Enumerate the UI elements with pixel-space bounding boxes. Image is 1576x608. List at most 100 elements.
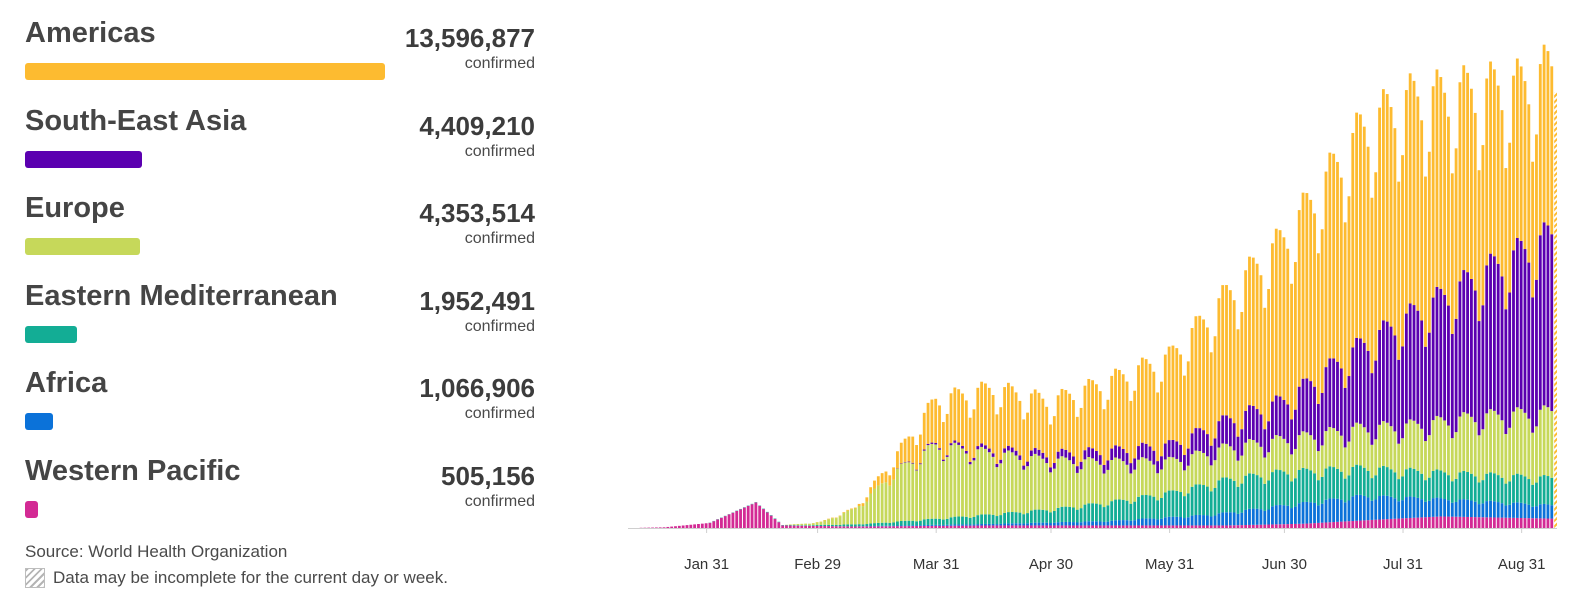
bar-segment-eastern-mediterranean[interactable] [934, 518, 938, 525]
bar-segment-south-east-asia[interactable] [1374, 360, 1378, 440]
bar-segment-americas[interactable] [1198, 315, 1202, 429]
bar-segment-eastern-mediterranean[interactable] [907, 520, 911, 526]
bar-segment-africa[interactable] [1523, 503, 1527, 519]
bar-segment-europe[interactable] [811, 523, 815, 526]
bar-segment-africa[interactable] [1263, 510, 1267, 525]
bar-segment-south-east-asia[interactable] [1006, 445, 1010, 451]
bar-segment-western-pacific[interactable] [731, 512, 735, 528]
bar-segment-western-pacific[interactable] [1489, 517, 1492, 528]
bar-segment-americas[interactable] [1106, 399, 1110, 461]
bar-segment-americas[interactable] [1003, 387, 1006, 449]
bar-segment-western-pacific[interactable] [1332, 522, 1336, 528]
bar-segment-eastern-mediterranean[interactable] [1381, 465, 1385, 496]
bar-segment-south-east-asia[interactable] [987, 448, 991, 453]
bar-segment-south-east-asia[interactable] [1492, 256, 1496, 411]
bar-segment-south-east-asia[interactable] [1523, 249, 1527, 413]
bar-segment-europe[interactable] [808, 523, 811, 526]
bar-segment-americas[interactable] [838, 515, 842, 517]
bar-segment-eastern-mediterranean[interactable] [888, 522, 892, 526]
bar-segment-europe[interactable] [804, 523, 808, 526]
bar-segment-eastern-mediterranean[interactable] [1095, 503, 1098, 522]
bar-segment-europe[interactable] [857, 506, 861, 525]
bar-segment-eastern-mediterranean[interactable] [896, 521, 899, 526]
bar-segment-western-pacific[interactable] [1473, 517, 1477, 528]
bar-segment-europe[interactable] [999, 463, 1003, 516]
bar-segment-western-pacific[interactable] [1320, 522, 1324, 528]
bar-segment-south-east-asia[interactable] [1175, 441, 1179, 459]
bar-segment-americas[interactable] [1052, 416, 1056, 463]
bar-segment-europe[interactable] [1519, 409, 1523, 475]
bar-segment-south-east-asia[interactable] [1412, 305, 1416, 421]
bar-segment-south-east-asia[interactable] [1225, 415, 1228, 444]
bar-segment-western-pacific[interactable] [1098, 525, 1102, 528]
bar-segment-western-pacific[interactable] [1236, 525, 1240, 528]
bar-segment-africa[interactable] [1293, 506, 1297, 524]
bar-segment-eastern-mediterranean[interactable] [961, 516, 964, 525]
bar-segment-south-east-asia[interactable] [1309, 381, 1313, 436]
bar-segment-eastern-mediterranean[interactable] [808, 525, 811, 526]
bar-segment-europe[interactable] [1033, 453, 1037, 510]
bar-segment-western-pacific[interactable] [1175, 525, 1179, 528]
bar-segment-western-pacific[interactable] [918, 525, 922, 528]
bar-segment-south-east-asia[interactable] [1347, 376, 1351, 442]
bar-segment-americas[interactable] [1313, 213, 1316, 387]
bar-segment-americas[interactable] [922, 412, 926, 450]
bar-segment-south-east-asia[interactable] [1485, 265, 1489, 414]
bar-segment-western-pacific[interactable] [1205, 525, 1209, 528]
bar-segment-western-pacific[interactable] [815, 525, 819, 528]
bar-segment-europe[interactable] [1041, 458, 1045, 510]
bar-segment-americas[interactable] [1072, 400, 1075, 457]
bar-segment-south-east-asia[interactable] [1469, 278, 1473, 417]
bar-segment-africa[interactable] [1171, 516, 1175, 526]
bar-segment-africa[interactable] [1033, 522, 1037, 526]
bar-segment-europe[interactable] [934, 444, 938, 519]
bar-segment-europe[interactable] [1313, 439, 1316, 474]
bar-segment-south-east-asia[interactable] [1546, 225, 1550, 408]
bar-segment-africa[interactable] [1003, 523, 1006, 526]
bar-segment-americas[interactable] [1477, 170, 1481, 322]
bar-segment-africa[interactable] [957, 524, 961, 526]
bar-segment-western-pacific[interactable] [1366, 520, 1370, 528]
bar-segment-western-pacific[interactable] [681, 525, 685, 528]
bar-segment-europe[interactable] [880, 483, 884, 523]
bar-segment-south-east-asia[interactable] [1236, 436, 1240, 461]
bar-segment-europe[interactable] [1183, 470, 1186, 497]
bar-segment-americas[interactable] [1049, 424, 1052, 468]
bar-segment-americas[interactable] [1286, 248, 1290, 405]
bar-segment-americas[interactable] [1320, 229, 1324, 393]
bar-segment-americas[interactable] [1397, 181, 1401, 360]
bar-segment-africa[interactable] [1412, 496, 1416, 518]
bar-segment-americas[interactable] [1458, 82, 1462, 282]
bar-segment-europe[interactable] [1052, 468, 1056, 511]
bar-segment-africa[interactable] [1424, 501, 1427, 518]
bar-segment-south-east-asia[interactable] [1114, 445, 1117, 458]
bar-segment-africa[interactable] [899, 525, 903, 527]
bar-segment-western-pacific[interactable] [1137, 525, 1140, 528]
bar-segment-south-east-asia[interactable] [1144, 443, 1148, 459]
bar-segment-africa[interactable] [1022, 523, 1026, 526]
bar-segment-eastern-mediterranean[interactable] [964, 516, 968, 525]
bar-segment-americas[interactable] [1167, 346, 1171, 441]
bar-segment-americas[interactable] [1171, 345, 1175, 440]
bar-segment-south-east-asia[interactable] [1336, 361, 1339, 431]
bar-segment-south-east-asia[interactable] [1550, 234, 1554, 412]
bar-segment-eastern-mediterranean[interactable] [1160, 497, 1163, 519]
bar-segment-americas[interactable] [1083, 385, 1087, 451]
bar-segment-south-east-asia[interactable] [1064, 449, 1068, 458]
bar-segment-africa[interactable] [1309, 502, 1313, 524]
bar-segment-europe[interactable] [1523, 412, 1527, 477]
bar-segment-eastern-mediterranean[interactable] [980, 514, 984, 524]
bar-segment-eastern-mediterranean[interactable] [838, 524, 842, 527]
bar-segment-americas[interactable] [1408, 73, 1412, 304]
bar-segment-western-pacific[interactable] [1550, 518, 1554, 528]
bar-segment-americas[interactable] [1041, 398, 1045, 453]
bar-segment-eastern-mediterranean[interactable] [1248, 473, 1251, 509]
bar-segment-western-pacific[interactable] [1198, 525, 1202, 528]
bar-segment-americas[interactable] [865, 497, 869, 502]
bar-segment-eastern-mediterranean[interactable] [1117, 499, 1121, 521]
bar-segment-eastern-mediterranean[interactable] [1190, 486, 1194, 516]
bar-segment-south-east-asia[interactable] [1439, 288, 1443, 418]
bar-segment-south-east-asia[interactable] [1056, 451, 1060, 459]
bar-segment-europe[interactable] [1393, 431, 1397, 473]
bar-segment-south-east-asia[interactable] [1378, 329, 1381, 425]
